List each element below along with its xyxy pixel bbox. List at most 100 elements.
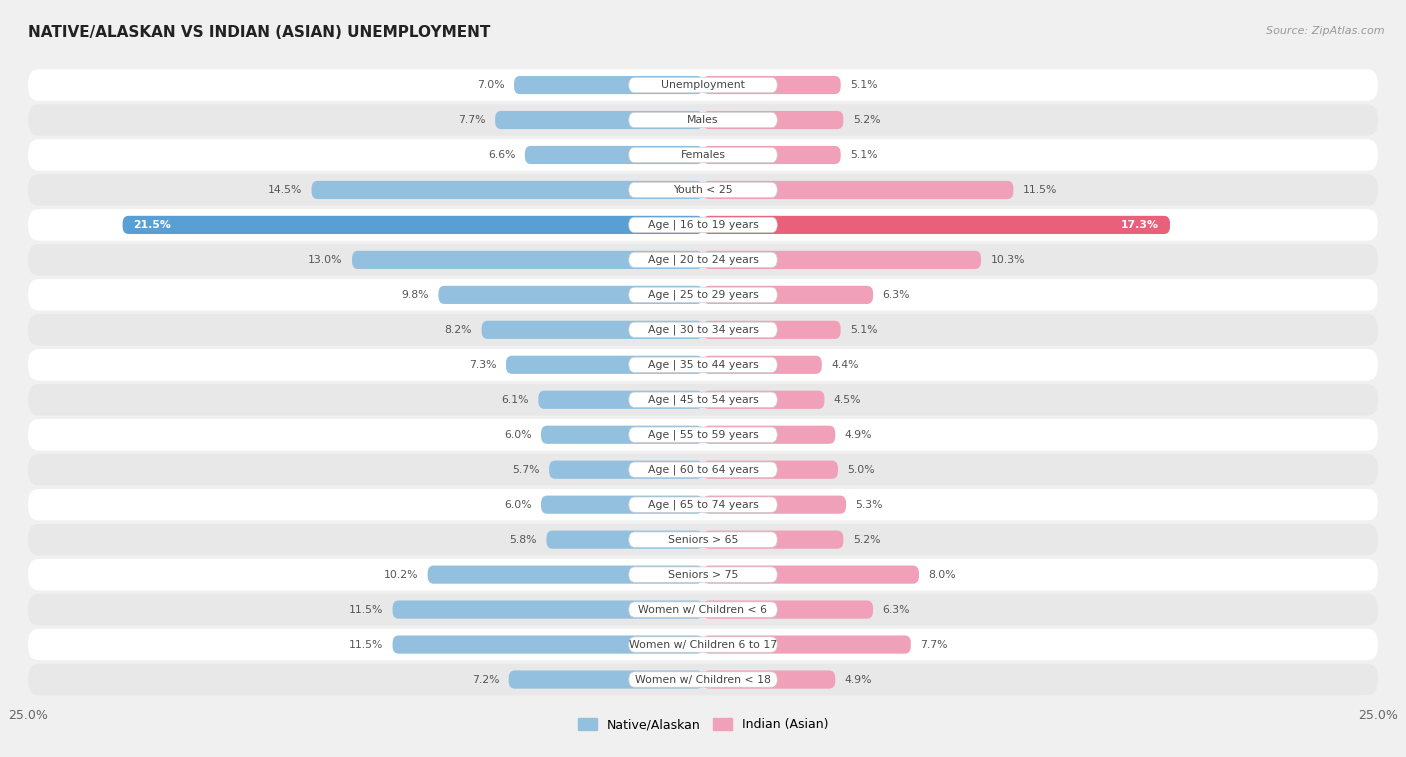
Text: Women w/ Children < 6: Women w/ Children < 6: [638, 605, 768, 615]
FancyBboxPatch shape: [628, 77, 778, 92]
FancyBboxPatch shape: [122, 216, 703, 234]
Text: 5.2%: 5.2%: [853, 534, 880, 544]
FancyBboxPatch shape: [28, 559, 1378, 590]
FancyBboxPatch shape: [28, 524, 1378, 556]
Text: 5.8%: 5.8%: [509, 534, 537, 544]
Text: 6.0%: 6.0%: [503, 500, 531, 509]
FancyBboxPatch shape: [703, 321, 841, 339]
FancyBboxPatch shape: [28, 279, 1378, 310]
FancyBboxPatch shape: [703, 285, 873, 304]
Text: 14.5%: 14.5%: [267, 185, 302, 195]
FancyBboxPatch shape: [628, 637, 778, 653]
FancyBboxPatch shape: [28, 209, 1378, 241]
Text: 6.3%: 6.3%: [883, 290, 910, 300]
FancyBboxPatch shape: [28, 489, 1378, 520]
Text: 4.5%: 4.5%: [834, 394, 862, 405]
Text: 4.9%: 4.9%: [845, 430, 872, 440]
Text: Age | 60 to 64 years: Age | 60 to 64 years: [648, 465, 758, 475]
FancyBboxPatch shape: [538, 391, 703, 409]
Text: 7.7%: 7.7%: [458, 115, 485, 125]
Text: 4.9%: 4.9%: [845, 674, 872, 684]
Text: Age | 16 to 19 years: Age | 16 to 19 years: [648, 220, 758, 230]
FancyBboxPatch shape: [703, 391, 824, 409]
FancyBboxPatch shape: [628, 357, 778, 372]
Text: Women w/ Children 6 to 17: Women w/ Children 6 to 17: [628, 640, 778, 650]
FancyBboxPatch shape: [703, 671, 835, 689]
FancyBboxPatch shape: [28, 384, 1378, 416]
FancyBboxPatch shape: [703, 76, 841, 94]
FancyBboxPatch shape: [628, 497, 778, 512]
FancyBboxPatch shape: [28, 664, 1378, 695]
FancyBboxPatch shape: [28, 454, 1378, 485]
Text: Unemployment: Unemployment: [661, 80, 745, 90]
Text: Males: Males: [688, 115, 718, 125]
FancyBboxPatch shape: [628, 567, 778, 582]
Text: Age | 20 to 24 years: Age | 20 to 24 years: [648, 254, 758, 265]
FancyBboxPatch shape: [703, 600, 873, 618]
Text: 5.7%: 5.7%: [512, 465, 540, 475]
Text: 5.1%: 5.1%: [851, 80, 877, 90]
Text: Seniors > 65: Seniors > 65: [668, 534, 738, 544]
FancyBboxPatch shape: [28, 419, 1378, 450]
Text: 9.8%: 9.8%: [402, 290, 429, 300]
FancyBboxPatch shape: [28, 314, 1378, 345]
FancyBboxPatch shape: [703, 635, 911, 653]
FancyBboxPatch shape: [628, 462, 778, 478]
Text: 10.3%: 10.3%: [990, 255, 1025, 265]
FancyBboxPatch shape: [703, 146, 841, 164]
Text: 11.5%: 11.5%: [349, 605, 382, 615]
FancyBboxPatch shape: [628, 392, 778, 407]
Text: 6.3%: 6.3%: [883, 605, 910, 615]
FancyBboxPatch shape: [482, 321, 703, 339]
FancyBboxPatch shape: [541, 496, 703, 514]
FancyBboxPatch shape: [28, 104, 1378, 136]
FancyBboxPatch shape: [628, 532, 778, 547]
FancyBboxPatch shape: [703, 181, 1014, 199]
Text: 8.2%: 8.2%: [444, 325, 472, 335]
FancyBboxPatch shape: [628, 602, 778, 617]
Text: 8.0%: 8.0%: [928, 569, 956, 580]
FancyBboxPatch shape: [628, 287, 778, 303]
Text: 5.3%: 5.3%: [855, 500, 883, 509]
Text: Seniors > 75: Seniors > 75: [668, 569, 738, 580]
FancyBboxPatch shape: [628, 112, 778, 128]
Text: Age | 45 to 54 years: Age | 45 to 54 years: [648, 394, 758, 405]
FancyBboxPatch shape: [628, 182, 778, 198]
FancyBboxPatch shape: [352, 251, 703, 269]
FancyBboxPatch shape: [28, 245, 1378, 276]
FancyBboxPatch shape: [703, 460, 838, 479]
FancyBboxPatch shape: [495, 111, 703, 129]
Text: Age | 65 to 74 years: Age | 65 to 74 years: [648, 500, 758, 510]
FancyBboxPatch shape: [312, 181, 703, 199]
FancyBboxPatch shape: [628, 672, 778, 687]
Text: Age | 30 to 34 years: Age | 30 to 34 years: [648, 325, 758, 335]
Text: Females: Females: [681, 150, 725, 160]
FancyBboxPatch shape: [392, 635, 703, 653]
Text: Age | 25 to 29 years: Age | 25 to 29 years: [648, 290, 758, 300]
FancyBboxPatch shape: [628, 148, 778, 163]
FancyBboxPatch shape: [703, 531, 844, 549]
FancyBboxPatch shape: [427, 565, 703, 584]
Text: 5.2%: 5.2%: [853, 115, 880, 125]
FancyBboxPatch shape: [28, 174, 1378, 206]
Text: 11.5%: 11.5%: [349, 640, 382, 650]
FancyBboxPatch shape: [628, 322, 778, 338]
Text: 6.1%: 6.1%: [502, 394, 529, 405]
Text: 4.4%: 4.4%: [831, 360, 859, 370]
FancyBboxPatch shape: [703, 111, 844, 129]
Text: Age | 35 to 44 years: Age | 35 to 44 years: [648, 360, 758, 370]
FancyBboxPatch shape: [28, 629, 1378, 660]
FancyBboxPatch shape: [703, 425, 835, 444]
FancyBboxPatch shape: [703, 496, 846, 514]
FancyBboxPatch shape: [703, 251, 981, 269]
Text: 5.0%: 5.0%: [848, 465, 875, 475]
FancyBboxPatch shape: [703, 356, 821, 374]
Text: 7.3%: 7.3%: [470, 360, 496, 370]
Legend: Native/Alaskan, Indian (Asian): Native/Alaskan, Indian (Asian): [572, 713, 834, 737]
FancyBboxPatch shape: [628, 217, 778, 232]
Text: 6.6%: 6.6%: [488, 150, 516, 160]
FancyBboxPatch shape: [28, 70, 1378, 101]
Text: Age | 55 to 59 years: Age | 55 to 59 years: [648, 429, 758, 440]
FancyBboxPatch shape: [509, 671, 703, 689]
Text: 7.2%: 7.2%: [471, 674, 499, 684]
